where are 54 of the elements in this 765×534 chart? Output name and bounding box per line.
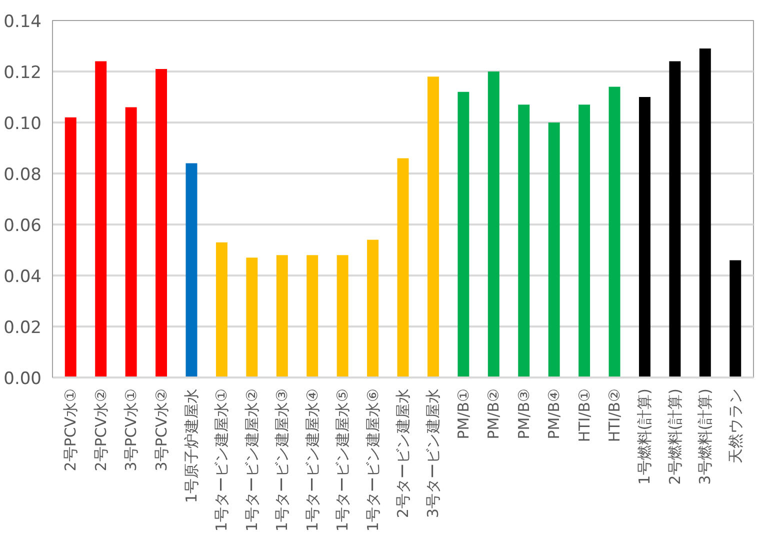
bar [669,61,681,378]
x-tick-label: 1号燃料(計算) [636,388,654,485]
x-tick-label: 2号燃料(計算) [666,388,684,485]
bar [488,72,500,378]
bar [156,68,168,378]
bar [95,61,107,378]
bar [518,104,530,378]
bar [367,240,379,378]
y-tick-label: 0.08 [4,165,42,185]
bar [638,97,650,378]
bar [64,117,76,378]
x-tick-label: PM/B③ [514,388,533,440]
y-tick-label: 0.14 [4,12,42,32]
x-tick-label: 2号タービン建屋水 [394,388,412,518]
bar [458,92,470,378]
x-tick-label: 2号PCV水① [62,388,80,472]
bar [216,242,228,378]
y-tick-label: 0.04 [4,267,42,287]
x-tick-label: 1号タービン建屋水② [242,388,261,532]
x-tick-label: 1号タービン建屋水⑤ [334,388,352,532]
x-tick-label: 1号タービン建屋水⑥ [364,388,382,532]
x-tick-label: 3号PCV水① [122,388,140,472]
bar [548,122,560,378]
bar [186,163,198,378]
y-tick-label: 0.10 [4,114,42,134]
x-tick-label: 2号PCV水② [92,388,110,472]
x-tick-label: PM/B① [454,388,472,440]
bar [427,76,439,378]
y-tick-label: 0.12 [4,63,42,83]
bar [608,86,620,378]
x-tick-label: 1号タービン建屋水③ [273,388,292,532]
x-tick-label: HTI/B① [575,388,594,442]
bar [730,260,742,378]
y-tick-label: 0.00 [4,369,42,389]
bar [246,258,258,378]
x-tick-label: 3号燃料(計算) [696,388,714,485]
x-tick-label: 1号原子炉建屋水 [182,388,200,504]
x-tick-label: 天然ウラン [726,388,744,464]
bar [397,158,409,378]
bar [336,255,348,378]
x-tick-label: PM/B④ [545,388,564,440]
bar [276,255,288,378]
x-tick-label: PM/B② [484,388,503,440]
x-tick-label: 1号タービン建屋水④ [303,388,322,532]
x-tick-label: 3号PCV水② [152,388,170,472]
x-tick-label: 3号タービン建屋水 [424,388,442,518]
y-tick-label: 0.06 [4,216,42,236]
bar [578,104,590,378]
bar [125,107,137,378]
bar [306,255,318,378]
x-tick-label: HTI/B② [606,388,624,442]
x-tick-label: 1号タービン建屋水① [212,388,231,532]
y-tick-label: 0.02 [4,318,42,338]
bar [699,48,711,378]
